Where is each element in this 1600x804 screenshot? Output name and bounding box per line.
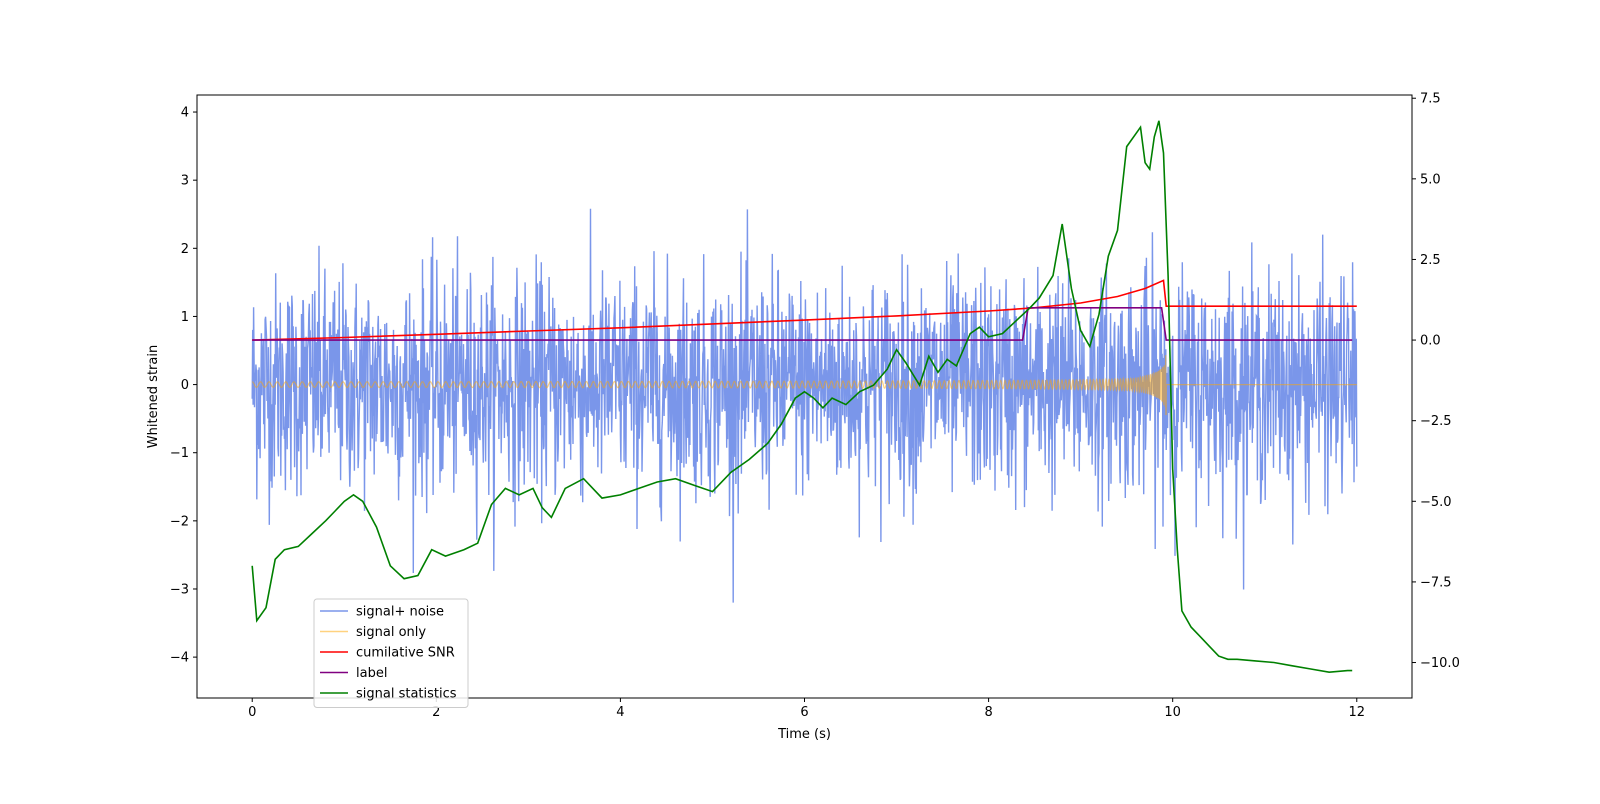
x-tick-label: 12 <box>1348 705 1365 720</box>
y2-axis-ticks: −10.0 −7.5 −5.0 −2.5 0.0 2.5 5.0 7.5 <box>1412 92 1460 671</box>
y2-tick-label: 5.0 <box>1420 172 1441 187</box>
y-tick-label: −2 <box>170 514 189 529</box>
y-tick-label: −1 <box>170 446 189 461</box>
x-tick-label: 8 <box>984 705 992 720</box>
y-axis-ticks: −4 −3 −2 −1 0 1 2 3 4 <box>170 106 197 666</box>
x-tick-label: 6 <box>800 705 808 720</box>
legend: signal+ noise signal only cumilative SNR la… <box>313 598 469 708</box>
x-axis-ticks: 0 2 4 6 8 10 12 <box>248 698 1365 720</box>
y2-tick-label: 7.5 <box>1420 92 1441 107</box>
series-signal-noise <box>251 208 1358 603</box>
series-label <box>252 307 1353 341</box>
y-tick-label: 2 <box>181 242 189 257</box>
legend-box <box>313 598 469 708</box>
y-tick-label: −4 <box>170 651 189 666</box>
series-cumulative-snr <box>252 279 1357 341</box>
plot-area <box>251 120 1358 674</box>
x-tick-label: 0 <box>248 705 256 720</box>
y2-tick-label: −10.0 <box>1420 656 1460 671</box>
y2-tick-label: −7.5 <box>1420 575 1452 590</box>
series-signal-statistics <box>251 120 1353 674</box>
y2-tick-label: −2.5 <box>1420 414 1452 429</box>
y-tick-label: 0 <box>181 378 189 393</box>
y2-tick-label: −5.0 <box>1420 495 1452 510</box>
plot-clip-group <box>251 120 1358 674</box>
x-tick-label: 2 <box>432 705 440 720</box>
x-tick-label: 4 <box>616 705 624 720</box>
y2-tick-label: 0.0 <box>1420 334 1441 349</box>
series-signal-only <box>252 355 1357 416</box>
legend-label: label <box>356 666 387 681</box>
y-axis-label: Whitened strain <box>146 345 161 448</box>
y-tick-label: −3 <box>170 582 189 597</box>
y2-tick-label: 2.5 <box>1420 253 1441 268</box>
x-axis-label: Time (s) <box>777 727 831 742</box>
legend-label: cumilative SNR <box>356 646 455 661</box>
y-tick-label: 1 <box>181 310 189 325</box>
legend-label: signal+ noise <box>356 605 444 620</box>
y-tick-label: 4 <box>181 106 189 121</box>
y-tick-label: 3 <box>181 174 189 189</box>
legend-label: signal statistics <box>356 687 457 702</box>
legend-label: signal only <box>356 625 426 640</box>
x-tick-label: 10 <box>1164 705 1181 720</box>
